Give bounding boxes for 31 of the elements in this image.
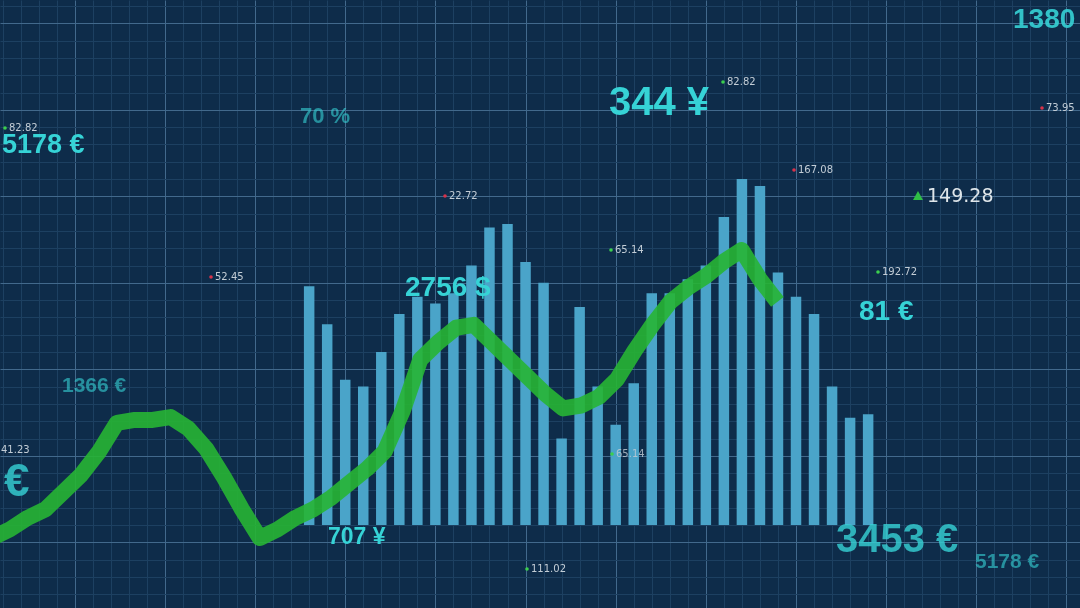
bar	[772, 272, 784, 525]
text: 167.08	[798, 164, 833, 175]
text: 82.82	[9, 122, 38, 133]
annotation: 3453 €	[836, 516, 959, 560]
bar	[844, 417, 856, 525]
annotation: 22.72	[449, 190, 478, 201]
text: 82.82	[727, 76, 756, 87]
text: 344 ¥	[609, 79, 710, 123]
bar	[538, 282, 549, 525]
text: 149.28	[927, 184, 994, 206]
bar	[826, 386, 838, 525]
text: 73.95	[1046, 102, 1075, 113]
annotation: €	[4, 454, 30, 506]
bar	[520, 262, 531, 525]
bar	[790, 296, 802, 525]
bar	[862, 414, 874, 525]
bar	[808, 313, 820, 525]
text: 192.72	[882, 266, 917, 277]
bar	[502, 223, 513, 525]
annotation: 65.14	[615, 244, 644, 255]
annotation: 65.14	[616, 448, 645, 459]
annotation: 81 €	[859, 295, 914, 326]
bar	[556, 438, 567, 525]
annotation: 41.23	[1, 444, 30, 455]
annotation: 707 ¥	[328, 523, 386, 549]
bar	[466, 265, 477, 525]
annotation: 52.45	[215, 271, 244, 282]
bar	[430, 303, 441, 525]
text: 1380	[1013, 3, 1076, 34]
text: 111.02	[531, 563, 566, 574]
bar	[574, 307, 585, 525]
